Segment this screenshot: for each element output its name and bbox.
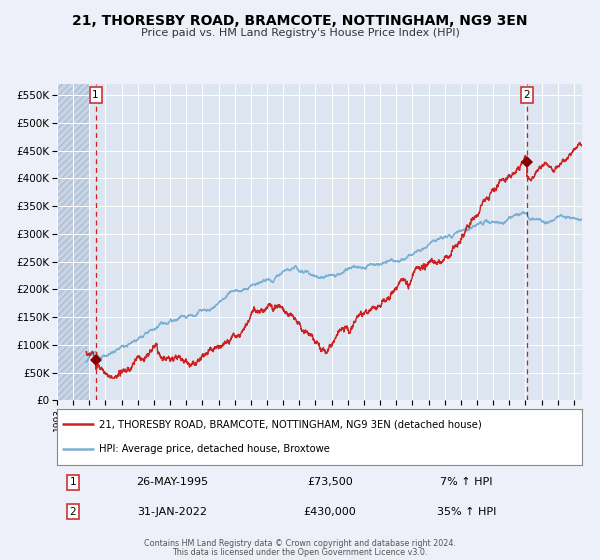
Text: £73,500: £73,500 — [307, 477, 353, 487]
Text: This data is licensed under the Open Government Licence v3.0.: This data is licensed under the Open Gov… — [172, 548, 428, 557]
Text: 1: 1 — [92, 90, 99, 100]
Text: 7% ↑ HPI: 7% ↑ HPI — [440, 477, 493, 487]
Text: Price paid vs. HM Land Registry's House Price Index (HPI): Price paid vs. HM Land Registry's House … — [140, 28, 460, 38]
Text: 26-MAY-1995: 26-MAY-1995 — [136, 477, 209, 487]
Text: £430,000: £430,000 — [304, 507, 356, 517]
Text: 35% ↑ HPI: 35% ↑ HPI — [437, 507, 496, 517]
Text: 1: 1 — [70, 477, 76, 487]
Text: HPI: Average price, detached house, Broxtowe: HPI: Average price, detached house, Brox… — [99, 444, 330, 454]
Text: 21, THORESBY ROAD, BRAMCOTE, NOTTINGHAM, NG9 3EN: 21, THORESBY ROAD, BRAMCOTE, NOTTINGHAM,… — [72, 14, 528, 28]
Text: 2: 2 — [523, 90, 530, 100]
Bar — [57, 84, 89, 400]
Text: 2: 2 — [70, 507, 76, 517]
Text: Contains HM Land Registry data © Crown copyright and database right 2024.: Contains HM Land Registry data © Crown c… — [144, 539, 456, 548]
Text: 31-JAN-2022: 31-JAN-2022 — [137, 507, 208, 517]
Text: 21, THORESBY ROAD, BRAMCOTE, NOTTINGHAM, NG9 3EN (detached house): 21, THORESBY ROAD, BRAMCOTE, NOTTINGHAM,… — [99, 419, 482, 430]
